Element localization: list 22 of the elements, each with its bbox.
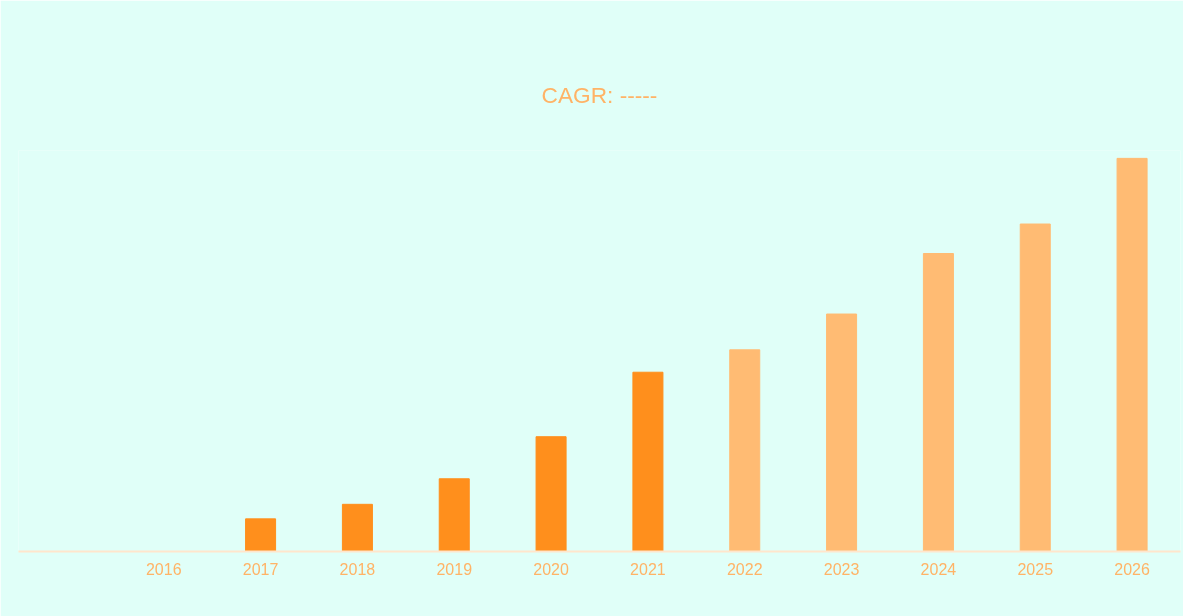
x-tick-label: 2018	[339, 560, 376, 578]
chart-title: CAGR: -----	[541, 82, 658, 108]
bar	[1019, 223, 1051, 552]
x-tick-label: 2017	[242, 560, 279, 578]
bar	[729, 349, 761, 552]
x-tick-label: 2022	[726, 560, 763, 578]
bar	[245, 518, 277, 552]
x-tick-label: 2024	[920, 560, 957, 578]
x-tick-label: 2023	[823, 560, 860, 578]
bar	[826, 313, 858, 552]
bar	[1116, 157, 1148, 552]
x-tick-label: 2026	[1114, 560, 1150, 578]
bar	[341, 503, 373, 552]
x-tick-label: 2025	[1017, 560, 1054, 578]
x-tick-label: 2019	[436, 560, 473, 578]
x-tick-label: 2020	[533, 560, 569, 578]
x-tick-label: 2016	[145, 560, 182, 578]
x-tick-label: 2021	[630, 560, 666, 578]
bar	[632, 371, 664, 552]
bar	[438, 478, 470, 552]
bar	[535, 436, 567, 552]
bar	[922, 253, 954, 552]
